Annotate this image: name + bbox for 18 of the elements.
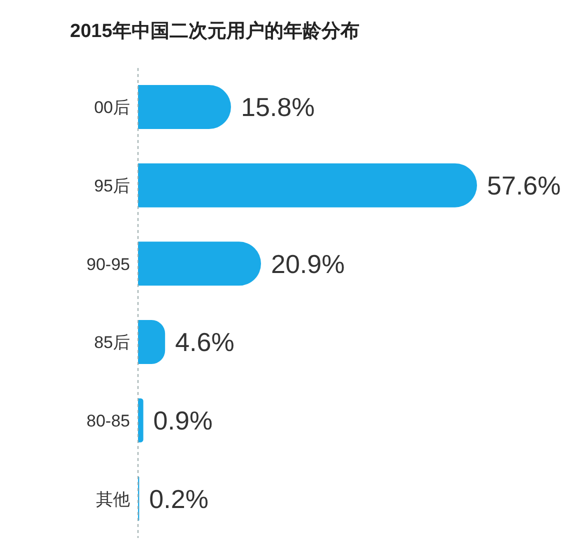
bar xyxy=(138,163,477,208)
bar xyxy=(138,320,166,364)
y-tick-label: 90-95 xyxy=(86,254,130,274)
data-label: 0.2% xyxy=(149,484,208,514)
bar xyxy=(138,85,231,129)
data-label: 4.6% xyxy=(175,327,234,358)
data-label: 0.9% xyxy=(153,406,213,436)
data-label: 20.9% xyxy=(271,248,345,279)
data-label: 57.6% xyxy=(487,170,561,201)
bar xyxy=(138,398,144,442)
chart-title: 2015年中国二次元用户的年龄分布 xyxy=(69,20,360,44)
y-tick-label: 00后 xyxy=(94,98,130,118)
y-tick-label: 95后 xyxy=(94,176,130,196)
data-label: 15.8% xyxy=(240,92,315,122)
y-tick-label: 85后 xyxy=(94,333,130,352)
y-tick-label: 其他 xyxy=(96,490,130,509)
y-tick-label: 80-85 xyxy=(86,412,130,431)
bar xyxy=(138,242,262,286)
